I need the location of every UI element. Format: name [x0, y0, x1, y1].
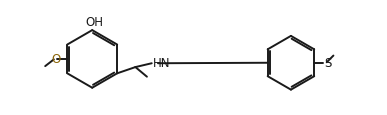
Text: HN: HN — [153, 57, 170, 70]
Text: O: O — [51, 53, 61, 66]
Text: OH: OH — [85, 16, 103, 29]
Text: S: S — [324, 57, 331, 70]
